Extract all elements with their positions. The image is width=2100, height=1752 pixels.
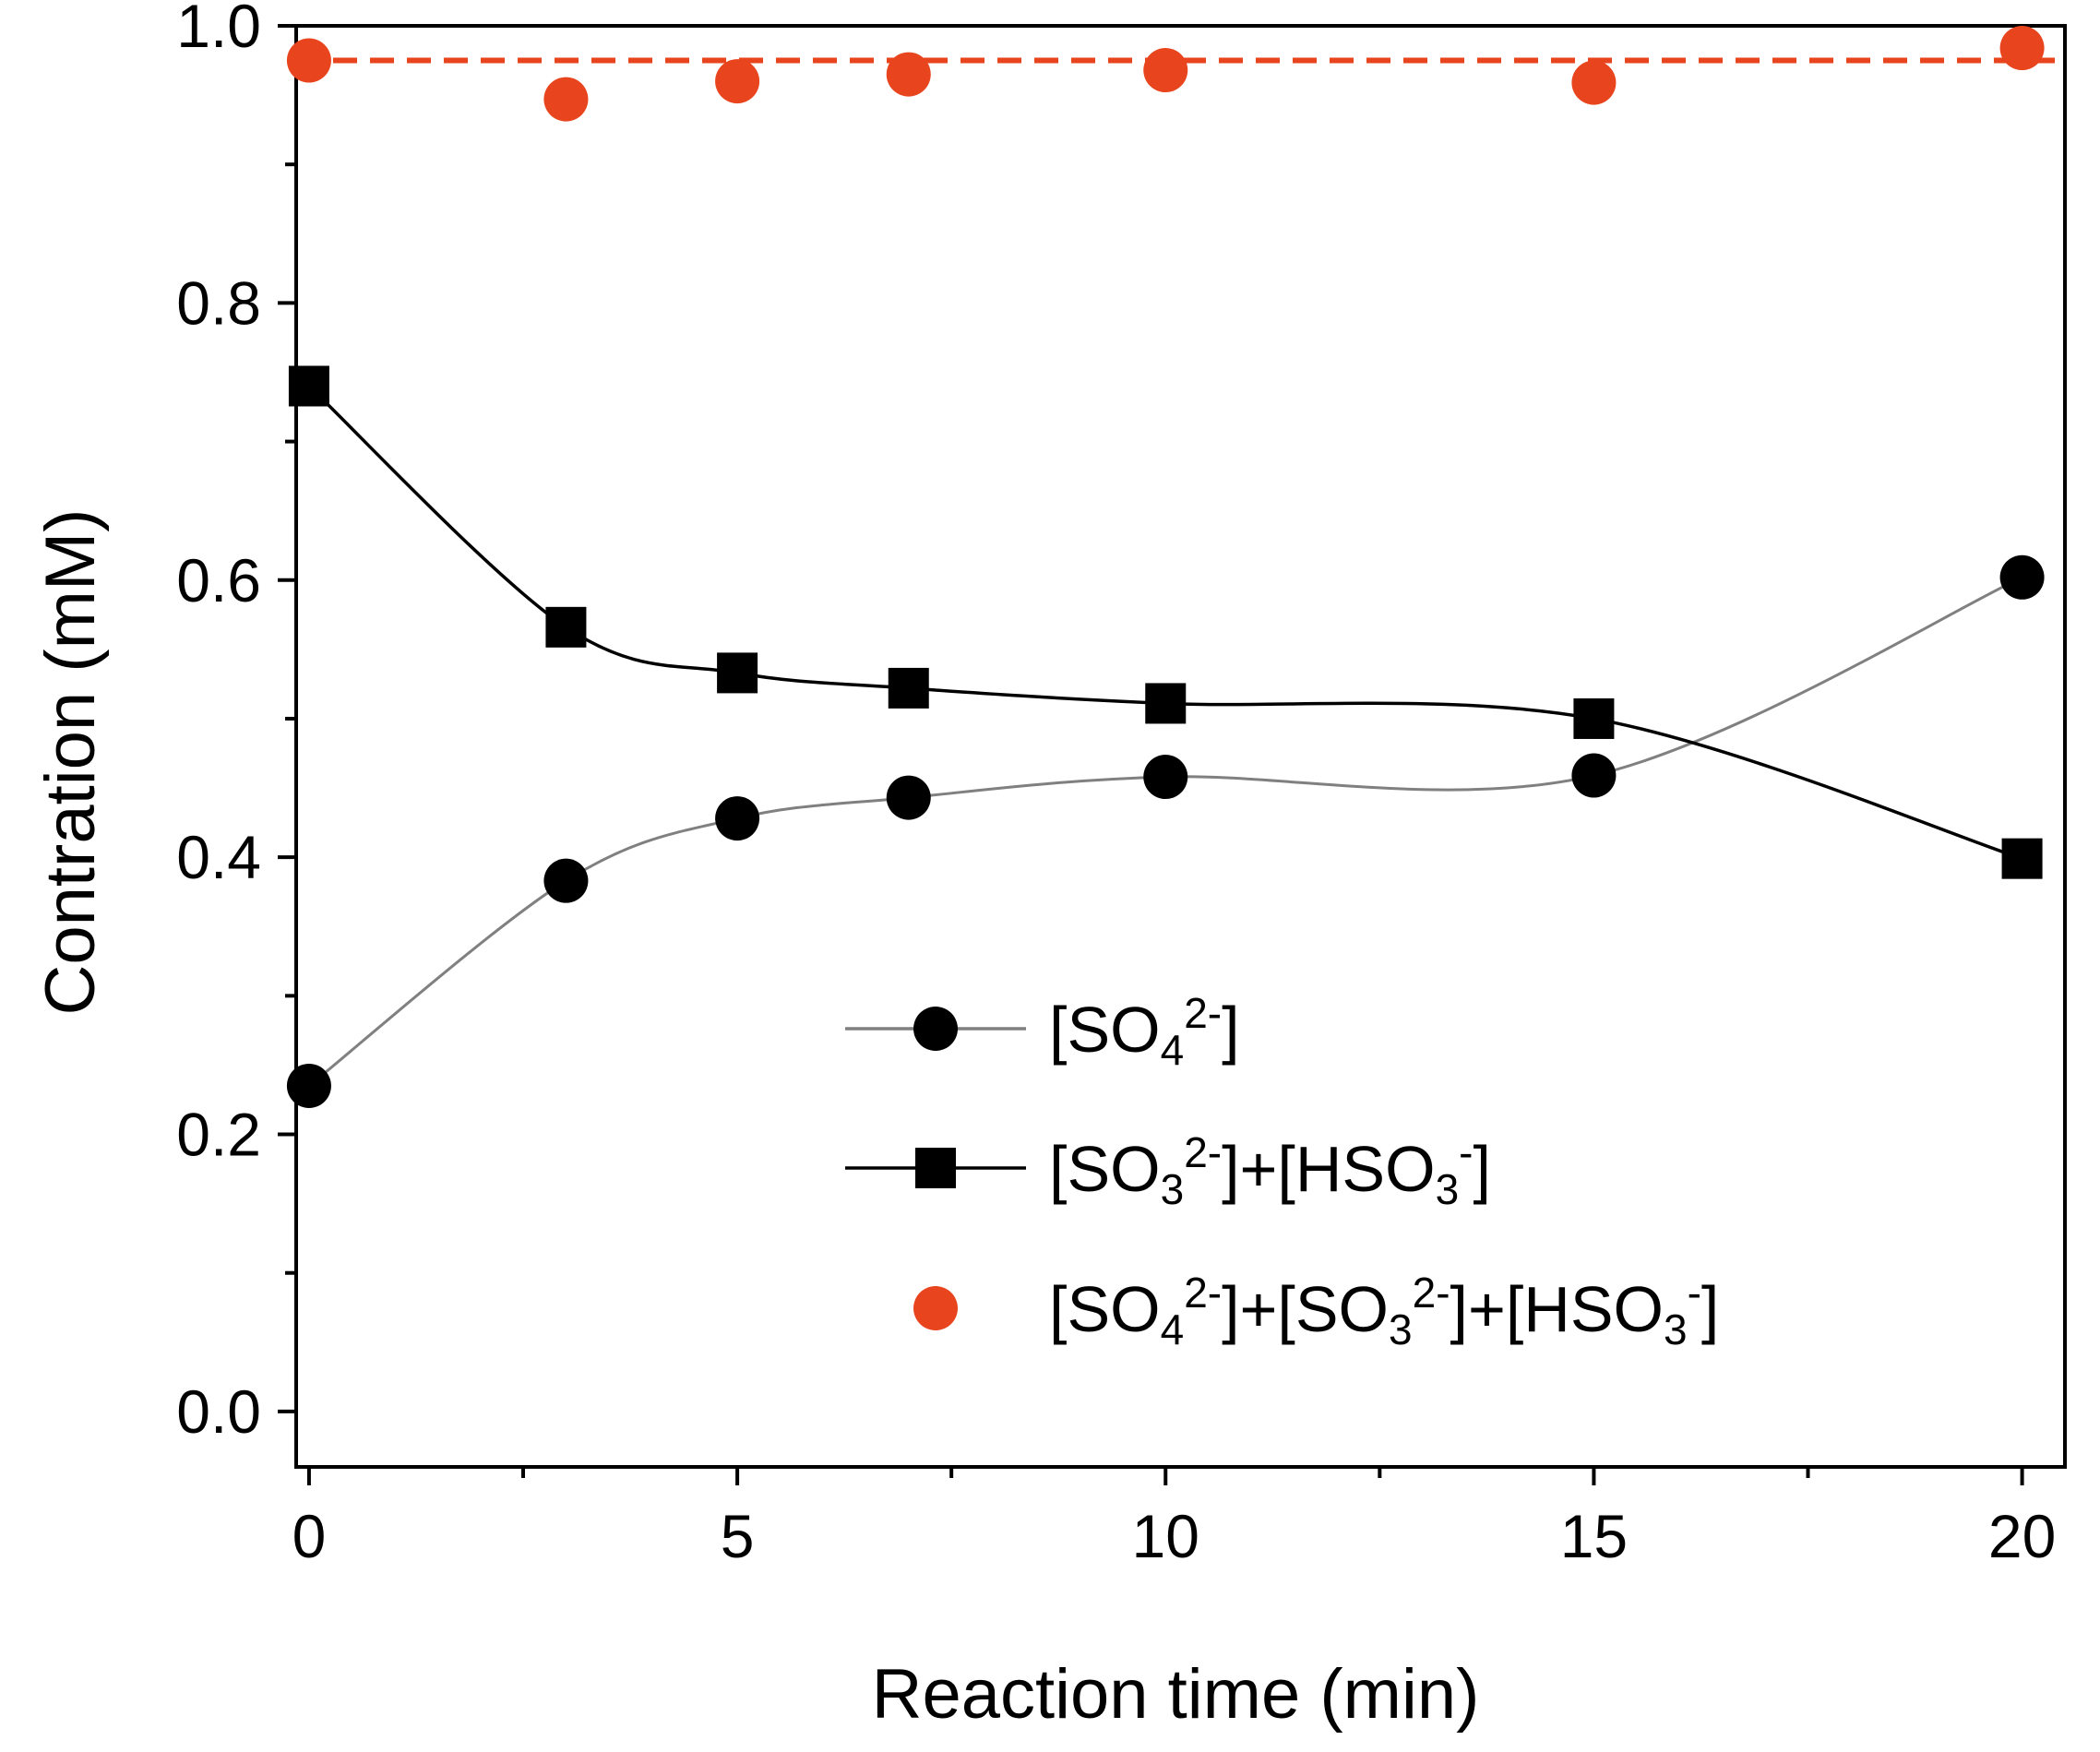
legend-2-mid2: ]+[HSO — [1450, 1273, 1664, 1345]
legend-2-mid: ]+[SO — [1222, 1273, 1389, 1345]
series-2-point — [1143, 48, 1188, 93]
series-1-point — [888, 667, 929, 709]
series-1-point — [717, 652, 758, 694]
series-0-point — [1143, 755, 1188, 800]
series-2-point — [886, 52, 931, 97]
legend-1-sup1: 2- — [1184, 1128, 1222, 1176]
series-0-point — [886, 775, 931, 820]
legend-label-1: [SO32-]+[HSO3-] — [1049, 1128, 1491, 1213]
legend-label-2: [SO42-]+[SO32-]+[HSO3-] — [1049, 1269, 1719, 1353]
legend-1-sub2: 3 — [1436, 1165, 1460, 1213]
x-tick-label: 5 — [721, 1502, 755, 1570]
legend-0-base: [SO — [1049, 994, 1161, 1066]
series-0-point — [1999, 554, 2045, 600]
legend-label-0: [SO42-] — [1049, 989, 1240, 1074]
legend-2-sub3: 3 — [1664, 1305, 1688, 1353]
series-1-point — [1573, 697, 1615, 739]
y-axis-title: Contration (mM) — [31, 509, 110, 1016]
legend-2-sub2: 3 — [1389, 1305, 1413, 1353]
y-tick-label: 0.2 — [176, 1101, 261, 1169]
legend-2-tail: ] — [1701, 1273, 1719, 1345]
series-2-point — [715, 59, 760, 104]
y-tick-label: 0.0 — [176, 1377, 261, 1446]
series-0-point — [1571, 753, 1617, 798]
y-tick-label: 0.4 — [176, 823, 261, 891]
series-markers — [286, 26, 2045, 1108]
x-axis-title: Reaction time (min) — [872, 1655, 1480, 1734]
series-1-point — [288, 365, 329, 407]
legend-marker-0 — [913, 1007, 958, 1051]
series-2-point — [286, 38, 331, 83]
legend-1-base: [SO — [1049, 1133, 1161, 1205]
legend-0-sup1: 2- — [1184, 989, 1222, 1037]
series-0-point — [286, 1063, 331, 1108]
series-0-point — [715, 796, 760, 841]
x-tick-label: 15 — [1560, 1502, 1628, 1570]
legend-0-sub1: 4 — [1161, 1026, 1185, 1074]
legend-2-sup1: 2- — [1184, 1269, 1222, 1317]
legend-0-tail: ] — [1222, 994, 1239, 1066]
legend-1-mid: ]+[HSO — [1222, 1133, 1435, 1205]
legend-2-sub1: 4 — [1161, 1305, 1185, 1353]
series-1-point — [1145, 683, 1187, 724]
axis-ticks: 0 5 10 15 20 0.0 0.2 0.4 0.6 0.8 1.0 — [176, 0, 2056, 1570]
legend-2-sup2: 2- — [1413, 1269, 1450, 1317]
legend-1-tail: ] — [1473, 1133, 1490, 1205]
x-tick-label: 20 — [1988, 1502, 2056, 1570]
legend-1-sub1: 3 — [1161, 1165, 1185, 1213]
series-lines — [307, 385, 2023, 1088]
legend-marker-2 — [913, 1286, 958, 1330]
series-2-point — [1999, 26, 2045, 71]
series-1-point — [545, 606, 587, 648]
series-0-line — [307, 576, 2023, 1088]
series-0-point — [543, 858, 589, 903]
y-tick-label: 0.6 — [176, 546, 261, 614]
legend-2-sup3: - — [1688, 1269, 1701, 1317]
legend-1-sup2: - — [1459, 1128, 1473, 1176]
series-1-point — [2001, 838, 2043, 879]
series-2-point — [1571, 60, 1617, 105]
x-tick-label: 10 — [1132, 1502, 1199, 1570]
x-tick-label: 0 — [292, 1502, 327, 1570]
series-2-point — [543, 77, 589, 122]
plot-frame — [294, 24, 2067, 1469]
plot-border — [294, 24, 2067, 1469]
y-tick-label: 1.0 — [176, 0, 261, 60]
legend-marker-1 — [915, 1148, 956, 1188]
y-tick-label: 0.8 — [176, 268, 261, 337]
legend-2-base: [SO — [1049, 1273, 1161, 1345]
legend: [SO42-][SO32-]+[HSO3-][SO42-]+[SO32-]+[H… — [845, 989, 1719, 1353]
